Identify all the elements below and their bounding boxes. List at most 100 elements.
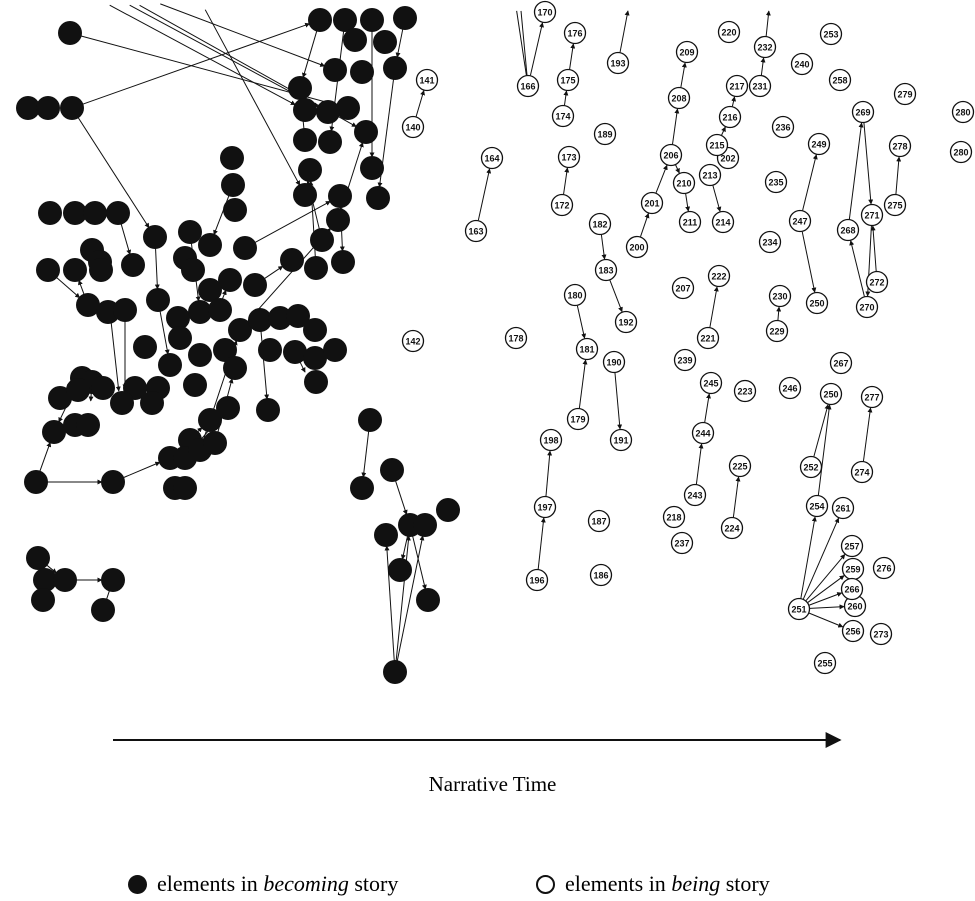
- edge: [110, 322, 121, 392]
- becoming-node: [293, 98, 317, 122]
- edge: [77, 116, 150, 229]
- becoming-node: [26, 546, 50, 570]
- edge: [221, 289, 227, 300]
- edge: [396, 535, 425, 662]
- edge: [849, 240, 865, 297]
- being-node: 179: [566, 407, 590, 431]
- being-node: 273: [869, 622, 893, 646]
- becoming-node: [388, 558, 412, 582]
- becoming-node: [303, 346, 327, 370]
- edge: [675, 164, 680, 174]
- becoming-node: [121, 253, 145, 277]
- being-node-label: 220: [721, 28, 736, 38]
- becoming-node: [436, 498, 460, 522]
- edge: [129, 4, 319, 108]
- being-node: 190: [602, 350, 626, 374]
- being-node: 211: [678, 210, 702, 234]
- being-node: 140: [401, 115, 425, 139]
- being-node-label: 261: [835, 504, 850, 514]
- becoming-node: [106, 201, 130, 225]
- being-node-label: 274: [854, 468, 869, 478]
- being-node: 253: [819, 22, 843, 46]
- being-node-label: 176: [567, 29, 582, 39]
- becoming-node: [216, 396, 240, 420]
- becoming-node: [218, 268, 242, 292]
- becoming-node: [63, 201, 87, 225]
- being-node: 172: [550, 193, 574, 217]
- edge: [809, 604, 845, 610]
- becoming-node: [101, 568, 125, 592]
- being-node: 232: [753, 35, 777, 59]
- being-node: 254: [805, 494, 829, 518]
- edge: [576, 305, 587, 339]
- edge: [732, 476, 741, 518]
- being-node: 174: [551, 104, 575, 128]
- being-node: 235: [764, 170, 788, 194]
- becoming-node: [373, 30, 397, 54]
- being-node-label: 279: [897, 90, 912, 100]
- being-node: 229: [765, 319, 789, 343]
- becoming-node: [42, 420, 66, 444]
- becoming-node: [213, 338, 237, 362]
- being-node-label: 141: [419, 76, 434, 86]
- filled-circle-icon: [128, 874, 147, 894]
- edge: [122, 461, 161, 479]
- being-node: 258: [828, 68, 852, 92]
- being-node: 274: [850, 460, 874, 484]
- being-node: 208: [667, 86, 691, 110]
- being-node: 196: [525, 568, 549, 592]
- hollow-circle-icon: [536, 874, 555, 894]
- being-node: 272: [865, 270, 889, 294]
- being-node: 198: [539, 428, 563, 452]
- edge: [88, 392, 94, 402]
- being-node-label: 186: [593, 571, 608, 581]
- being-node-label: 196: [529, 576, 544, 586]
- being-node: 223: [733, 379, 757, 403]
- becoming-node: [288, 76, 312, 100]
- being-node-label: 189: [597, 130, 612, 140]
- being-node-label: 170: [537, 8, 552, 18]
- edge: [154, 247, 160, 290]
- being-node: 250: [819, 382, 843, 406]
- being-node-label: 193: [610, 59, 625, 69]
- being-node: 141: [415, 68, 439, 92]
- being-node: 266: [840, 577, 864, 601]
- being-node: 249: [807, 132, 831, 156]
- becoming-node: [308, 8, 332, 32]
- edge: [395, 28, 404, 58]
- being-node: 250: [805, 291, 829, 315]
- being-node: 236: [771, 115, 795, 139]
- becoming-node: [333, 8, 357, 32]
- being-node-label: 211: [683, 218, 698, 228]
- edge: [805, 554, 846, 601]
- being-node: 244: [691, 421, 715, 445]
- edge: [78, 279, 85, 295]
- becoming-node: [331, 250, 355, 274]
- being-node: 201: [640, 191, 664, 215]
- being-node-label: 206: [663, 151, 678, 161]
- being-node-label: 229: [769, 327, 784, 337]
- being-node-label: 271: [864, 211, 879, 221]
- being-node-label: 254: [809, 502, 824, 512]
- edge: [600, 234, 607, 260]
- becoming-node: [360, 156, 384, 180]
- being-node: 175: [556, 68, 580, 92]
- becoming-node: [173, 476, 197, 500]
- being-node: 166: [516, 74, 540, 98]
- being-node-label: 140: [405, 123, 420, 133]
- becoming-node: [36, 258, 60, 282]
- becoming-node: [198, 233, 222, 257]
- being-node-label: 215: [709, 141, 724, 151]
- being-node: 277: [860, 385, 884, 409]
- being-node-label: 166: [520, 82, 535, 92]
- being-node-label: 207: [675, 284, 690, 294]
- being-node: 186: [589, 563, 613, 587]
- being-node: 181: [575, 337, 599, 361]
- becoming-node: [383, 660, 407, 684]
- being-node: 225: [728, 454, 752, 478]
- legend: elements in becoming story elements in b…: [0, 871, 975, 901]
- being-node: 197: [533, 495, 557, 519]
- being-node-label: 243: [687, 491, 702, 501]
- edge: [808, 612, 844, 628]
- becoming-node: [166, 306, 190, 330]
